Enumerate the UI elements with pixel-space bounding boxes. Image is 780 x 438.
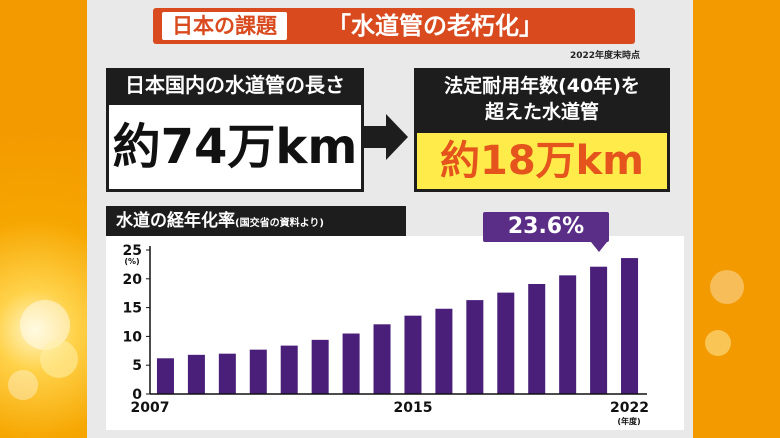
x-tick-label: 2022 bbox=[610, 400, 649, 416]
bar-2021 bbox=[590, 266, 608, 394]
bar-2020 bbox=[559, 275, 577, 394]
bar-2011 bbox=[280, 345, 298, 394]
y-tick-label: 5 bbox=[132, 358, 142, 374]
bar-2018 bbox=[497, 292, 515, 394]
aged-pipe-heading: 法定耐用年数(40年)を 超えた水道管 bbox=[414, 68, 670, 130]
bar-2017 bbox=[466, 300, 484, 394]
bar-2009 bbox=[218, 353, 236, 394]
x-axis-unit: (年度) bbox=[617, 416, 640, 426]
arrow-right-icon bbox=[362, 114, 408, 160]
bar-2007 bbox=[156, 358, 174, 394]
bar-2008 bbox=[187, 354, 205, 394]
aged-pipe-heading-line2: 超えた水道管 bbox=[484, 101, 599, 123]
bar-2013 bbox=[342, 333, 360, 394]
bar-2019 bbox=[528, 283, 546, 394]
chart-title: 水道の経年化率(国交省の資料より) bbox=[106, 206, 406, 236]
page-title: 「水道管の老朽化」 bbox=[327, 12, 543, 40]
date-note: 2022年度末時点 bbox=[570, 51, 641, 61]
latest-value-callout: 23.6% bbox=[483, 212, 609, 242]
bar-2012 bbox=[311, 339, 329, 394]
total-length-value: 約74万km bbox=[106, 102, 364, 192]
chart-source: (国交省の資料より) bbox=[235, 218, 324, 229]
bar-2010 bbox=[249, 349, 267, 394]
y-tick-label: 0 bbox=[132, 387, 142, 403]
y-tick-label: 25 bbox=[123, 243, 142, 259]
chart-title-text: 水道の経年化率 bbox=[116, 211, 235, 231]
x-tick-label: 2007 bbox=[131, 400, 170, 416]
y-axis-unit: (%) bbox=[124, 257, 139, 266]
y-tick-label: 15 bbox=[123, 301, 142, 317]
bar-2014 bbox=[373, 324, 391, 394]
bar-2022 bbox=[621, 258, 639, 394]
total-length-heading: 日本国内の水道管の長さ bbox=[106, 68, 364, 102]
bar-2015 bbox=[404, 315, 422, 394]
chart-panel bbox=[106, 236, 684, 430]
callout-tail bbox=[591, 242, 607, 252]
y-tick-label: 20 bbox=[123, 272, 143, 288]
title-label: 日本の課題 bbox=[162, 12, 287, 40]
aged-pipe-heading-line1: 法定耐用年数(40年)を bbox=[444, 75, 640, 97]
y-tick-label: 10 bbox=[123, 329, 143, 345]
x-tick-label: 2015 bbox=[393, 400, 432, 416]
aged-pipe-value: 約18万km bbox=[414, 130, 670, 192]
bar-2016 bbox=[435, 308, 453, 394]
